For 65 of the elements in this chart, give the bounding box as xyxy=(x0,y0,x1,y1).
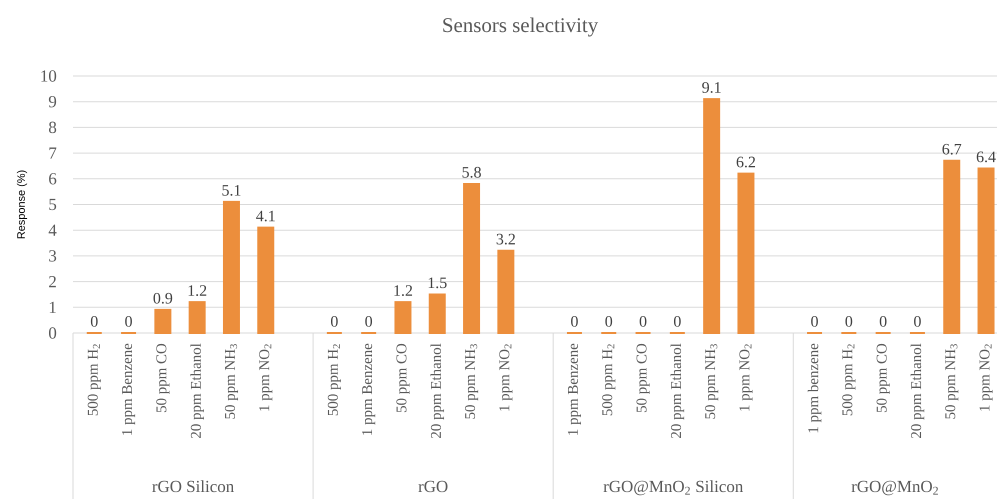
data-label: 1.2 xyxy=(188,285,206,296)
x-tick-label: 1 ppm benzene xyxy=(808,344,822,432)
text: rGO@MnO$_{2}$ xyxy=(852,480,938,496)
y-tick-label: 4 xyxy=(48,224,57,236)
x-tick-label: 50 ppm NH$_{3}$ xyxy=(224,344,238,419)
data-label: 0 xyxy=(640,316,646,327)
y-tick-label: 5 xyxy=(49,198,56,210)
x-tick-label: 50 ppm CO xyxy=(156,344,170,412)
x-tick-label: 50 ppm NH$_{3}$ xyxy=(945,344,958,419)
data-label: 0 xyxy=(365,316,372,327)
y-tick-label: 1 xyxy=(50,302,56,313)
x-tick-label: 1 ppm NO$_{2}$ xyxy=(980,344,993,411)
x-tick-label: 20 ppm Ethanol xyxy=(190,344,204,438)
data-label: 6.4 xyxy=(976,152,996,162)
data-label: 0 xyxy=(90,316,98,327)
x-tick-label: 20 ppm Ethanol xyxy=(430,344,444,438)
y-tick-label: 7 xyxy=(49,148,56,159)
y-tick-label: 8 xyxy=(48,122,56,134)
text: rGO Silicon xyxy=(152,480,234,492)
y-tick-label: 0 xyxy=(48,327,56,339)
x-tick-label: 50 ppm NH$_{3}$ xyxy=(705,344,718,419)
data-label: 0 xyxy=(125,316,132,327)
x-tick-label: 1 ppm NO$_{2}$ xyxy=(739,344,752,411)
data-label: 0 xyxy=(674,316,681,327)
data-label: 6.2 xyxy=(736,156,756,168)
data-label: 0 xyxy=(330,316,338,327)
data-label: 0 xyxy=(605,316,612,327)
x-tick-label: 50 ppm CO xyxy=(636,344,650,412)
x-tick-label: 20 ppm Ethanol xyxy=(910,344,924,438)
data-label: 5.1 xyxy=(222,184,240,196)
x-tick-label: 1 ppm NO$_{2}$ xyxy=(499,344,512,411)
data-label: 4.1 xyxy=(256,210,275,222)
data-label: 9.1 xyxy=(702,82,721,93)
text: rGO@MnO$_{2}$ Silicon xyxy=(604,480,744,496)
y-tick-label: 6 xyxy=(49,173,56,184)
x-tick-label: 20 ppm Ethanol xyxy=(670,344,684,438)
x-tick-label: 50 ppm NH$_{3}$ xyxy=(464,344,478,419)
x-tick-label: 1 ppm Benzene xyxy=(122,344,136,435)
x-tick-label: 1 ppm Benzene xyxy=(568,344,581,435)
data-label: 5.8 xyxy=(462,166,481,178)
data-label: 0 xyxy=(571,316,578,327)
y-tick-label: 3 xyxy=(49,250,56,262)
y-tick-label: 10 xyxy=(41,70,56,82)
x-tick-label: 50 ppm CO xyxy=(396,344,410,412)
data-label: 1.2 xyxy=(394,285,412,296)
chart-title: Sensors selectivity xyxy=(443,18,598,37)
text: rGO xyxy=(418,480,448,492)
x-tick-label: 500 ppm H$_{2}$ xyxy=(328,344,341,416)
y-axis-title: Response (%) xyxy=(16,170,28,238)
data-label: 0 xyxy=(811,316,818,327)
data-label: 0 xyxy=(880,316,887,327)
y-tick-label: 2 xyxy=(49,276,56,288)
x-tick-label: 1 ppm Benzene xyxy=(362,344,376,435)
data-label: 0 xyxy=(914,316,921,327)
x-tick-label: 1 ppm NO$_{2}$ xyxy=(259,344,272,411)
data-label: 3.2 xyxy=(496,234,515,245)
data-label: 0 xyxy=(845,316,852,327)
data-label: 1.5 xyxy=(428,278,447,288)
data-label: 0.9 xyxy=(154,292,172,304)
data-label: 6.7 xyxy=(942,144,962,155)
y-tick-label: 9 xyxy=(48,96,56,108)
x-tick-label: 500 ppm H$_{2}$ xyxy=(602,344,616,416)
x-tick-label: 500 ppm H$_{2}$ xyxy=(842,344,856,416)
x-tick-label: 50 ppm CO xyxy=(876,344,890,412)
x-tick-label: 500 ppm H$_{2}$ xyxy=(88,344,101,416)
